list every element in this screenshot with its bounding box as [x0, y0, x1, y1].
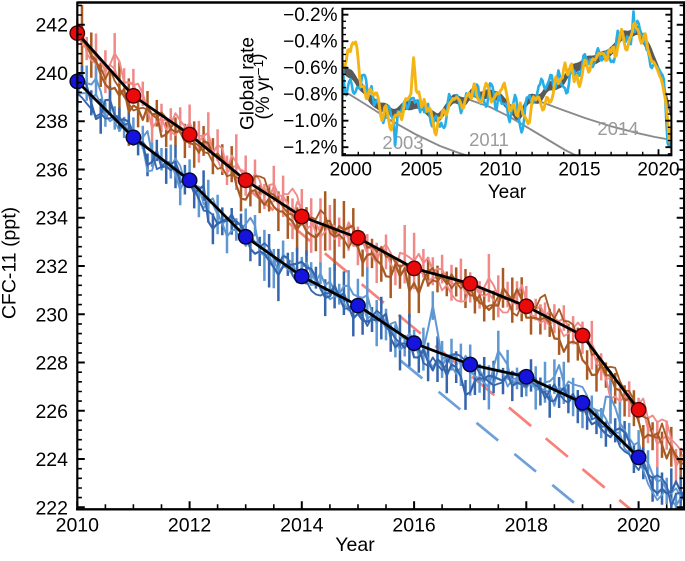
svg-text:238: 238: [35, 111, 68, 133]
svg-text:−0.6%: −0.6%: [283, 58, 338, 79]
svg-text:2018: 2018: [505, 515, 548, 537]
svg-text:Year: Year: [335, 534, 375, 556]
svg-text:2010: 2010: [479, 160, 521, 181]
svg-text:Year: Year: [488, 182, 527, 203]
svg-text:236: 236: [35, 160, 68, 182]
svg-text:224: 224: [35, 449, 68, 471]
svg-text:228: 228: [35, 353, 68, 375]
svg-text:2011: 2011: [469, 129, 509, 150]
svg-text:2000: 2000: [330, 160, 372, 181]
svg-text:222: 222: [35, 497, 68, 519]
svg-text:−0.2%: −0.2%: [283, 5, 338, 26]
svg-text:2020: 2020: [637, 160, 679, 181]
svg-text:234: 234: [35, 208, 68, 230]
svg-text:2014: 2014: [597, 118, 638, 139]
svg-text:2010: 2010: [56, 515, 100, 537]
svg-text:2016: 2016: [392, 515, 435, 537]
svg-text:2020: 2020: [617, 515, 661, 537]
svg-text:Global rate: Global rate: [238, 37, 259, 130]
svg-text:−1.0%: −1.0%: [283, 111, 338, 132]
svg-text:2003: 2003: [382, 132, 423, 153]
svg-text:2015: 2015: [558, 160, 600, 181]
svg-text:240: 240: [35, 63, 68, 85]
svg-text:−0.8%: −0.8%: [283, 85, 338, 106]
svg-text:−0.4%: −0.4%: [283, 32, 338, 53]
svg-text:CFC-11 (ppt): CFC-11 (ppt): [0, 207, 21, 319]
svg-text:2012: 2012: [168, 515, 211, 537]
svg-text:230: 230: [35, 304, 68, 326]
svg-text:242: 242: [35, 15, 68, 37]
svg-text:−1.2%: −1.2%: [283, 138, 338, 159]
svg-text:2014: 2014: [280, 515, 324, 537]
svg-text:226: 226: [35, 401, 68, 423]
svg-text:2005: 2005: [400, 160, 442, 181]
svg-text:232: 232: [35, 256, 68, 278]
